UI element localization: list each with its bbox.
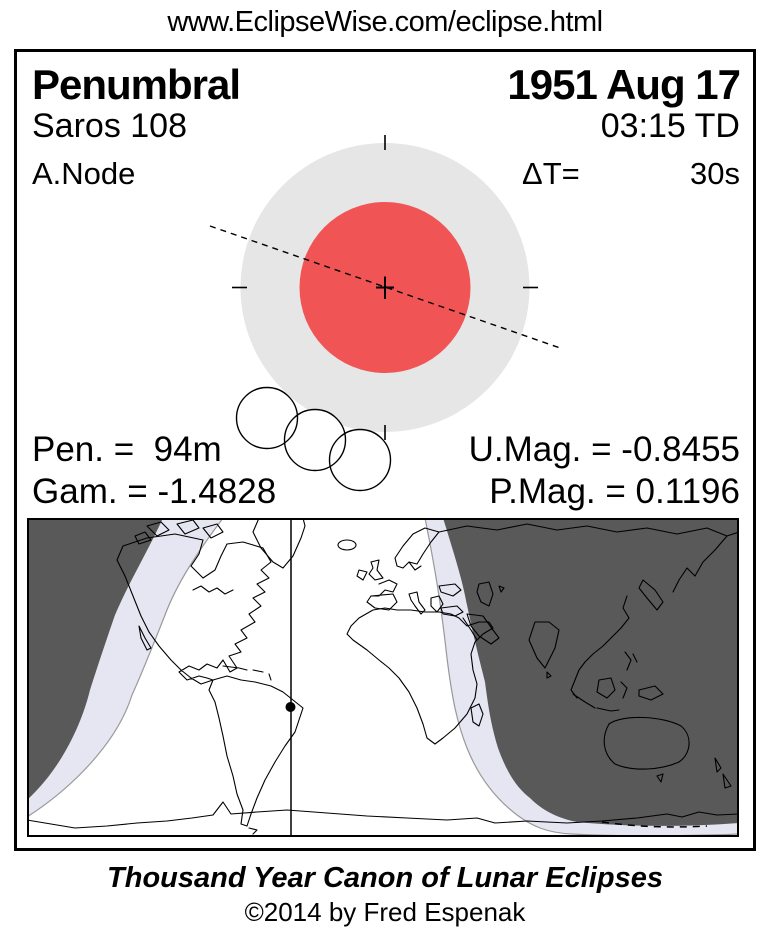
tierra-del-fuego [248,827,258,835]
caribbean-islands [222,665,272,681]
footer-series-title: Thousand Year Canon of Lunar Eclipses [107,862,663,894]
madagascar-coast [470,703,484,727]
map-border [27,518,739,837]
red-sea [462,617,478,641]
japan-coast [638,579,664,611]
great-lakes [192,585,234,595]
sublunar-point [285,702,296,712]
header-row-node-deltat: A.Node ΔT= 30s [32,158,740,189]
saros-label: Saros 108 [32,107,187,145]
center-crosshair [376,276,394,299]
south-america-coast [208,675,304,827]
header-row-saros-time: Saros 108 03:15 TD [32,109,740,143]
arctic-islands [134,519,224,545]
antarctica-coast [27,801,739,829]
moonrise-dashed-curve [601,821,708,828]
ecliptic-line [209,225,564,350]
caspian-sea [476,581,505,607]
visibility-map [27,518,739,837]
east-siberia-coast [672,535,728,593]
eclipse-date: 1951 Aug 17 [507,61,741,108]
header-row-type-date: Penumbral 1951 Aug 17 [32,61,741,108]
eclipse-card: Penumbral 1951 Aug 17 Saros 108 03:15 TD… [14,49,756,851]
gamma-value: Gam. = -1.4828 [32,472,277,511]
indonesia-coast [572,651,664,712]
penumbral-magnitude: P.Mag. = 0.1196 [489,472,740,511]
umbra-circle [299,202,471,373]
scandinavia-coast [394,527,440,571]
contact-curve-west [27,518,224,818]
coastlines [27,518,739,835]
delta-t-label: ΔT= [522,156,580,191]
delta-t-group: ΔT= 30s [522,158,740,189]
north-america-coast [116,533,272,685]
stats-row-1: Pen. = 94m U.Mag. = -0.8455 [32,432,740,467]
india-coast [528,621,560,679]
page-title: www.EclipseWise.com/eclipse.html [167,6,603,38]
no-eclipse-region-east [443,518,739,826]
arabia-coast [466,613,500,645]
footer-copyright: ©2014 by Fred Espenak [244,897,526,927]
australia-coast [603,716,690,783]
british-isles-coast [356,559,384,581]
greatest-eclipse-time: 03:15 TD [600,107,740,145]
node-label: A.Node [32,156,136,191]
china-sea-coast [570,595,630,699]
greenland-coast [252,518,306,569]
africa-coast [346,607,494,745]
iceland-coast [337,539,357,551]
umbral-magnitude: U.Mag. = -0.8455 [468,430,740,469]
no-eclipse-region-west [27,518,163,800]
new-zealand-coast [714,757,732,789]
black-sea [438,583,462,597]
stats-row-2: Gam. = -1.4828 P.Mag. = 0.1196 [32,474,740,509]
delta-t-value: 30s [690,156,740,191]
penumbral-duration: Pen. = 94m [32,430,222,469]
eclipse-type-label: Penumbral [32,61,241,108]
baja-coast [138,625,152,651]
siberia-arctic-coast [438,523,739,537]
